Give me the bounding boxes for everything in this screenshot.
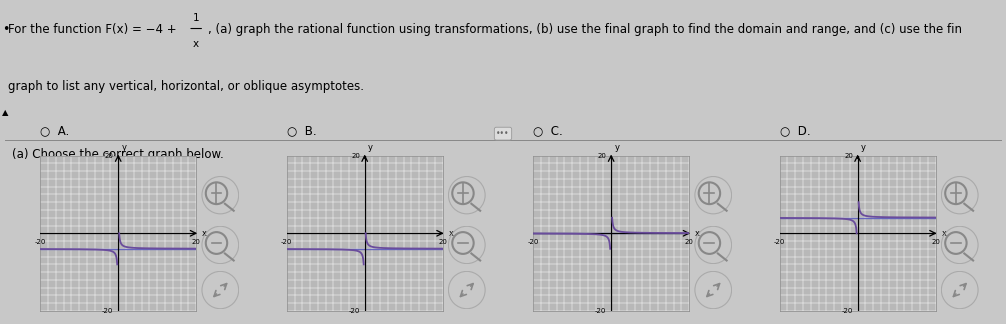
Text: ○  B.: ○ B. bbox=[287, 125, 316, 138]
Text: y: y bbox=[861, 143, 866, 152]
Text: -20: -20 bbox=[281, 239, 293, 245]
Text: x: x bbox=[193, 39, 199, 49]
Text: 1: 1 bbox=[193, 13, 199, 23]
Text: For the function F(x) = −4 +: For the function F(x) = −4 + bbox=[8, 23, 180, 36]
Text: y: y bbox=[615, 143, 620, 152]
Text: 20: 20 bbox=[844, 153, 853, 158]
Text: x: x bbox=[695, 229, 700, 238]
Text: y: y bbox=[122, 143, 127, 152]
Text: -20: -20 bbox=[774, 239, 786, 245]
Text: , (a) graph the rational function using transformations, (b) use the final graph: , (a) graph the rational function using … bbox=[208, 23, 963, 36]
Text: graph to list any vertical, horizontal, or oblique asymptotes.: graph to list any vertical, horizontal, … bbox=[8, 80, 364, 93]
Text: x: x bbox=[942, 229, 947, 238]
Text: ▲: ▲ bbox=[2, 108, 8, 117]
Text: -20: -20 bbox=[527, 239, 539, 245]
Text: 20: 20 bbox=[192, 239, 200, 245]
Text: x: x bbox=[202, 229, 207, 238]
Text: y: y bbox=[368, 143, 373, 152]
Text: 20: 20 bbox=[105, 153, 114, 158]
Text: -20: -20 bbox=[34, 239, 46, 245]
Text: -20: -20 bbox=[596, 308, 607, 314]
Text: 20: 20 bbox=[685, 239, 693, 245]
Text: •: • bbox=[2, 23, 9, 36]
Text: -20: -20 bbox=[842, 308, 853, 314]
Text: ○  D.: ○ D. bbox=[780, 125, 810, 138]
Text: 20: 20 bbox=[932, 239, 940, 245]
Text: 20: 20 bbox=[439, 239, 447, 245]
Text: -20: -20 bbox=[349, 308, 360, 314]
Text: (a) Choose the correct graph below.: (a) Choose the correct graph below. bbox=[12, 148, 223, 161]
Text: x: x bbox=[449, 229, 454, 238]
Text: •••: ••• bbox=[496, 129, 510, 138]
Text: 20: 20 bbox=[598, 153, 607, 158]
Text: ○  A.: ○ A. bbox=[40, 125, 69, 138]
Text: 20: 20 bbox=[351, 153, 360, 158]
Text: -20: -20 bbox=[103, 308, 114, 314]
Text: ○  C.: ○ C. bbox=[533, 125, 563, 138]
